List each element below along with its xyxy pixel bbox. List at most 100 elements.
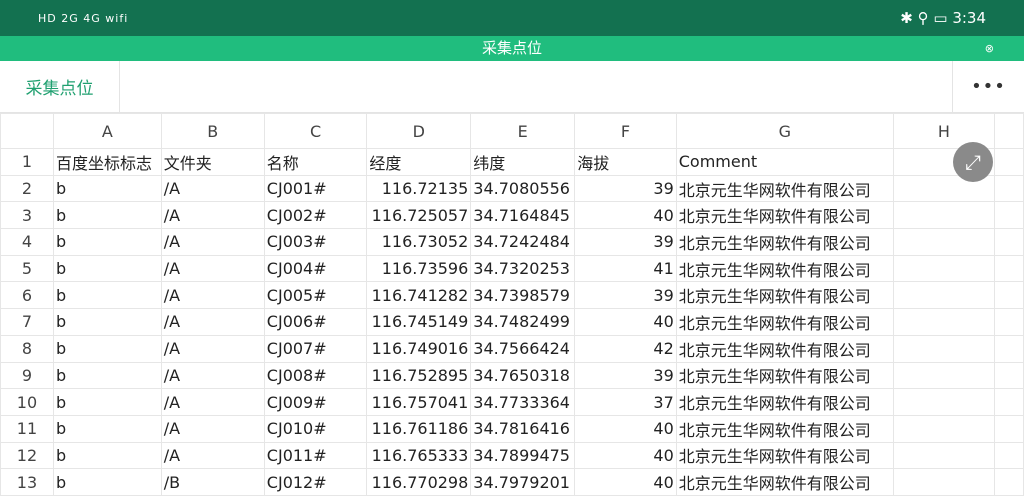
cell-B3[interactable]: /A [160,201,265,230]
corner-cell[interactable] [0,113,54,149]
cell-H3[interactable] [892,201,995,230]
cell-E5[interactable]: 34.7320253 [470,254,576,283]
row-header[interactable]: 7 [0,308,54,336]
cell-C7[interactable]: CJ006# [263,308,368,336]
cell-B7[interactable]: /A [160,308,265,336]
cell-E11[interactable]: 34.7816416 [470,414,576,443]
cell-E2[interactable]: 34.7080556 [470,174,576,203]
row-header[interactable]: 12 [0,441,54,470]
cell-C8[interactable]: CJ007# [263,334,368,363]
cell-E4[interactable]: 34.7242484 [470,228,576,256]
row-header[interactable]: 5 [0,254,54,283]
expand-icon[interactable]: ⤢ [953,142,993,182]
cell-A3[interactable]: b [52,201,162,230]
cell-D7[interactable]: 116.745149 [366,308,472,336]
cell-F5[interactable]: 41 [574,254,677,283]
spreadsheet-grid[interactable]: A B C D E F G H 1 百度坐标标志 文件夹 名称 经度 纬度 海拔 Comment 2 b/A CJ0… [0,113,1024,496]
cell-B8[interactable]: /A [160,334,265,363]
close-icon[interactable]: ⊗ [984,42,994,55]
cell-G13[interactable]: 北京元生华网软件有限公司 [675,468,894,496]
cell-G2[interactable]: 北京元生华网软件有限公司 [675,174,894,203]
row-header[interactable]: 3 [0,201,54,230]
column-header-E[interactable]: E [470,113,576,149]
cell-A6[interactable]: b [52,281,162,310]
cell-A9[interactable]: b [52,361,162,390]
cell-D6[interactable]: 116.741282 [366,281,472,310]
cell-B2[interactable]: /A [160,174,265,203]
cell-C6[interactable]: CJ005# [263,281,368,310]
cell-C4[interactable]: CJ003# [263,228,368,256]
cell-H12[interactable] [892,441,995,470]
row-header[interactable]: 10 [0,388,54,416]
cell-H4[interactable] [892,228,995,256]
cell-G11[interactable]: 北京元生华网软件有限公司 [675,414,894,443]
column-header-B[interactable]: B [160,113,265,149]
sheet-tab[interactable]: 采集点位 [0,61,120,112]
row-header[interactable]: 11 [0,414,54,443]
cell-F8[interactable]: 42 [574,334,677,363]
cell-E12[interactable]: 34.7899475 [470,441,576,470]
cell-D13[interactable]: 116.770298 [366,468,472,496]
cell-F6[interactable]: 39 [574,281,677,310]
cell-H5[interactable] [892,254,995,283]
cell-G3[interactable]: 北京元生华网软件有限公司 [675,201,894,230]
cell-A1[interactable]: 百度坐标标志 [52,148,162,176]
cell-A4[interactable]: b [52,228,162,256]
cell-B1[interactable]: 文件夹 [160,148,265,176]
cell-D12[interactable]: 116.765333 [366,441,472,470]
cell-D8[interactable]: 116.749016 [366,334,472,363]
cell-B9[interactable]: /A [160,361,265,390]
cell-H10[interactable] [892,388,995,416]
cell-E13[interactable]: 34.7979201 [470,468,576,496]
cell-E10[interactable]: 34.7733364 [470,388,576,416]
more-icon[interactable]: ••• [952,61,1024,112]
cell-B12[interactable]: /A [160,441,265,470]
cell-G4[interactable]: 北京元生华网软件有限公司 [675,228,894,256]
cell-A7[interactable]: b [52,308,162,336]
column-header-C[interactable]: C [263,113,368,149]
cell-C3[interactable]: CJ002# [263,201,368,230]
cell-F13[interactable]: 40 [574,468,677,496]
cell-F4[interactable]: 39 [574,228,677,256]
row-header[interactable]: 2 [0,174,54,203]
cell-E6[interactable]: 34.7398579 [470,281,576,310]
cell-F10[interactable]: 37 [574,388,677,416]
row-header[interactable]: 1 [0,148,54,176]
cell-G1[interactable]: Comment [675,148,894,176]
cell-A10[interactable]: b [52,388,162,416]
cell-B6[interactable]: /A [160,281,265,310]
cell-F1[interactable]: 海拔 [574,148,677,176]
cell-H8[interactable] [892,334,995,363]
cell-G6[interactable]: 北京元生华网软件有限公司 [675,281,894,310]
cell-G7[interactable]: 北京元生华网软件有限公司 [675,308,894,336]
column-header-F[interactable]: F [574,113,677,149]
cell-D2[interactable]: 116.72135 [366,174,472,203]
cell-C13[interactable]: CJ012# [263,468,368,496]
cell-G5[interactable]: 北京元生华网软件有限公司 [675,254,894,283]
cell-H6[interactable] [892,281,995,310]
cell-D11[interactable]: 116.761186 [366,414,472,443]
cell-E7[interactable]: 34.7482499 [470,308,576,336]
row-header[interactable]: 8 [0,334,54,363]
cell-B11[interactable]: /A [160,414,265,443]
cell-E1[interactable]: 纬度 [470,148,576,176]
cell-D9[interactable]: 116.752895 [366,361,472,390]
row-header[interactable]: 13 [0,468,54,496]
cell-A12[interactable]: b [52,441,162,470]
column-header-A[interactable]: A [52,113,162,149]
row-header[interactable]: 4 [0,228,54,256]
cell-C11[interactable]: CJ010# [263,414,368,443]
cell-H11[interactable] [892,414,995,443]
row-header[interactable]: 9 [0,361,54,390]
cell-D4[interactable]: 116.73052 [366,228,472,256]
cell-F12[interactable]: 40 [574,441,677,470]
cell-C1[interactable]: 名称 [263,148,368,176]
cell-G10[interactable]: 北京元生华网软件有限公司 [675,388,894,416]
cell-A13[interactable]: b [52,468,162,496]
cell-B5[interactable]: /A [160,254,265,283]
cell-D5[interactable]: 116.73596 [366,254,472,283]
cell-C2[interactable]: CJ001# [263,174,368,203]
cell-C12[interactable]: CJ011# [263,441,368,470]
cell-D3[interactable]: 116.725057 [366,201,472,230]
cell-E3[interactable]: 34.7164845 [470,201,576,230]
